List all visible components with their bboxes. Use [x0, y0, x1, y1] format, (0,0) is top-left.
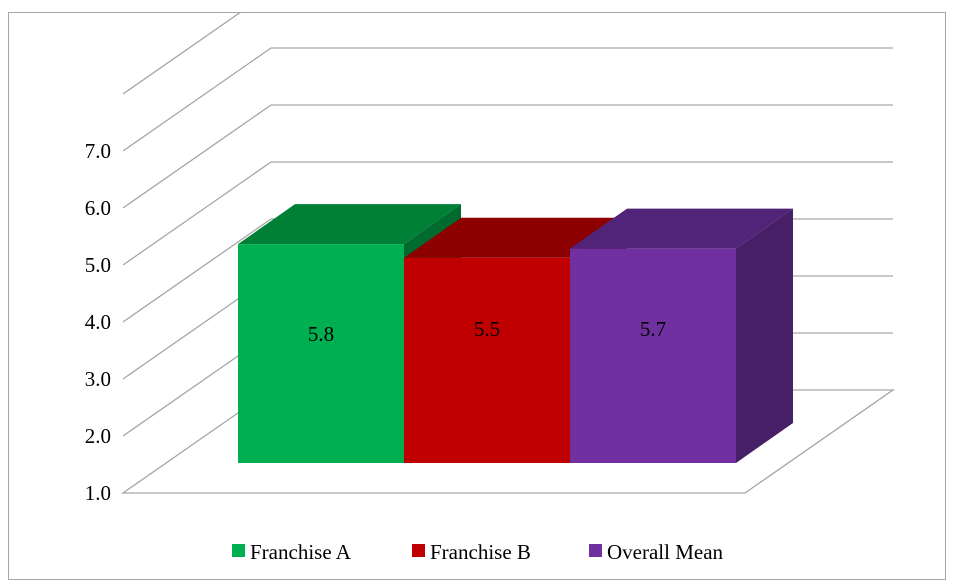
bars	[238, 204, 793, 463]
legend-item: Franchise A	[232, 540, 352, 564]
bar-side-face	[736, 208, 793, 463]
y-tick-label: 7.0	[85, 139, 111, 163]
bar-front-face	[238, 244, 404, 463]
bar-front-face	[570, 248, 736, 463]
data-label: 5.8	[308, 322, 334, 346]
legend-label: Franchise A	[250, 540, 352, 564]
y-tick-label: 6.0	[85, 196, 111, 220]
floor-plane	[120, 389, 896, 494]
legend-swatch	[232, 544, 245, 557]
gridline	[122, 104, 893, 209]
y-tick-label: 2.0	[85, 424, 111, 448]
gridline	[122, 13, 241, 95]
y-axis-ticks: 1.0 2.0 3.0 4.0 5.0 6.0 7.0	[85, 139, 111, 505]
gridline	[122, 47, 893, 152]
bar-front-face	[404, 257, 570, 463]
chart-area: 1.0 2.0 3.0 4.0 5.0 6.0 7.0 5.8 5.5 5.7 Franchis…	[8, 12, 946, 580]
bar-top-face	[404, 217, 627, 258]
data-label: 5.7	[640, 317, 666, 341]
y-tick-label: 4.0	[85, 310, 111, 334]
legend-item: Franchise B	[412, 540, 531, 564]
y-tick-label: 3.0	[85, 367, 111, 391]
legend-item: Overall Mean	[589, 540, 724, 564]
legend-label: Franchise B	[430, 540, 531, 564]
legend-swatch	[589, 544, 602, 557]
legend-swatch	[412, 544, 425, 557]
data-label: 5.5	[474, 317, 500, 341]
y-tick-label: 5.0	[85, 253, 111, 277]
bar-top-face	[238, 204, 461, 245]
y-tick-label: 1.0	[85, 481, 111, 505]
legend: Franchise A Franchise B Overall Mean	[232, 540, 724, 564]
bar-top-face	[570, 208, 793, 249]
data-labels: 5.8 5.5 5.7	[308, 317, 666, 346]
bar-chart-3d: 1.0 2.0 3.0 4.0 5.0 6.0 7.0 5.8 5.5 5.7 Franchis…	[85, 13, 896, 564]
legend-label: Overall Mean	[607, 540, 724, 564]
bar-overall-mean	[570, 208, 793, 463]
gridline	[122, 161, 893, 266]
